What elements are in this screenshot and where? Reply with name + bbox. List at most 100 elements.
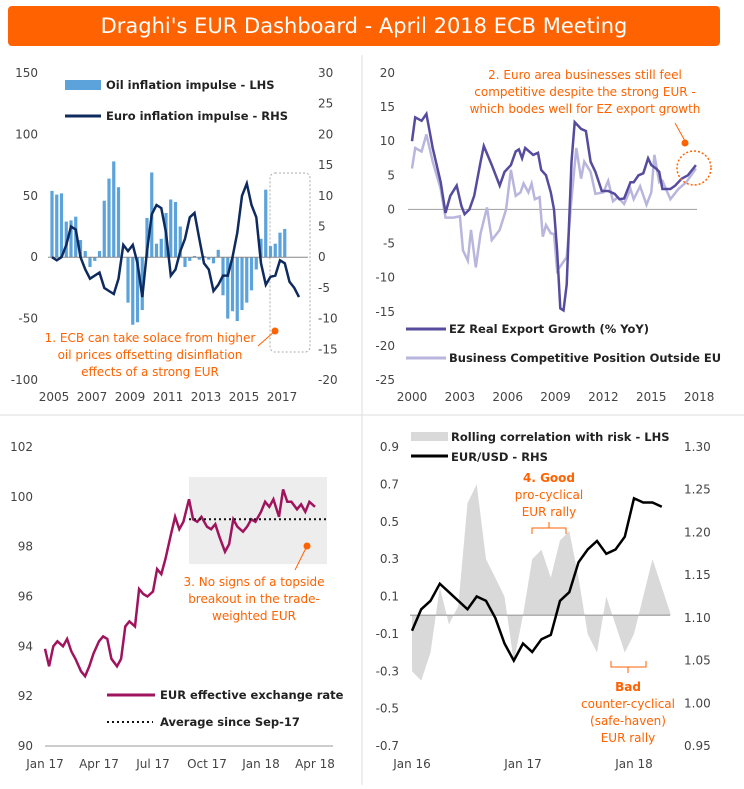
annotation-text: weighted EUR [212, 609, 296, 623]
x-tick-label: 2007 [77, 390, 108, 404]
oil-bar [159, 238, 163, 258]
y-tick-label-right: -15 [318, 342, 338, 356]
y-tick-label-right: 0.95 [684, 739, 711, 753]
y-tick-label: 90 [18, 739, 33, 753]
legend-label-eer: EUR effective exchange rate [160, 688, 344, 702]
legend-label-average: Average since Sep-17 [160, 715, 300, 729]
y-tick-label-right: 10 [318, 189, 333, 203]
annotation-text: 3. No signs of a topside [183, 575, 324, 589]
highlight-range-box [189, 476, 327, 565]
annotation-pointer [674, 122, 686, 142]
y-tick-label-right: -5 [318, 281, 330, 295]
y-tick-label-right: 1.25 [684, 483, 711, 497]
oil-bar [278, 232, 282, 258]
annotation-text: 1. ECB can take solace from higher [45, 331, 256, 345]
y-tick-label: 102 [10, 440, 33, 454]
y-tick-label-right: -20 [318, 373, 338, 387]
oil-bar [126, 257, 130, 303]
x-tick-label: 2009 [540, 390, 571, 404]
y-tick-label-left: -0.3 [376, 664, 399, 678]
annotation-pointer [294, 545, 308, 571]
x-tick-label: Oct 17 [187, 757, 227, 771]
good-bracket [531, 522, 567, 534]
oil-bar [169, 199, 173, 258]
oil-bar [240, 257, 244, 311]
oil-bar [88, 257, 92, 268]
annotation-bad-text: EUR rally [601, 731, 656, 745]
y-tick-label-right: 0 [318, 250, 326, 264]
oil-bar [249, 257, 254, 291]
oil-bar [202, 255, 206, 258]
oil-bar [245, 257, 249, 303]
oil-bar [83, 251, 87, 258]
oil-bar [259, 238, 263, 258]
oil-bar [283, 228, 287, 258]
annotation-pointer [257, 330, 276, 347]
x-tick-label: Jan 18 [614, 757, 653, 771]
highlight-circle [676, 150, 712, 186]
legend-swatch-correlation [411, 432, 448, 441]
oil-bar [93, 257, 97, 261]
annotation-bad-text: (safe-haven) [590, 714, 666, 728]
oil-bar [264, 189, 268, 258]
eer-line [43, 488, 316, 679]
oil-bar [226, 257, 230, 319]
y-tick-label-left: 150 [15, 66, 38, 80]
oil-bar [78, 240, 83, 258]
annotation-bad-text: counter-cyclical [581, 697, 675, 711]
oil-bar [131, 257, 135, 325]
y-tick-label: -20 [375, 339, 395, 353]
x-tick-label: 2017 [267, 390, 298, 404]
y-tick-label: 5 [387, 168, 395, 182]
legend-label-oil: Oil inflation impulse - LHS [106, 78, 275, 92]
annotation-text: competitive despite the strong EUR - [474, 85, 695, 99]
oil-bar [197, 257, 201, 260]
x-tick-label: Jan 17 [25, 757, 64, 771]
euro-inflation-line [51, 179, 301, 298]
x-tick-label: Jul 17 [135, 757, 170, 771]
chart-inflation-impulse: 150100500-50-100302520151050-5-10-15-202… [11, 66, 338, 404]
legend-label-eurusd: EUR/USD - RHS [451, 450, 548, 464]
y-tick-label: 100 [10, 490, 33, 504]
export-growth-line [410, 110, 697, 313]
legend-swatch-oil [65, 80, 101, 90]
eurusd-line [410, 496, 663, 664]
y-tick-label-right: 20 [318, 127, 333, 141]
oil-bar [107, 178, 111, 258]
y-tick-label-left: 0 [30, 250, 38, 264]
oil-bar [74, 216, 78, 258]
y-tick-label: 98 [18, 540, 33, 554]
x-tick-label: Jan 16 [392, 757, 431, 771]
annotation-text: breakout in the trade- [188, 592, 320, 606]
legend-label-competitive: Business Competitive Position Outside EU [449, 351, 721, 365]
oil-bar [183, 257, 187, 268]
x-tick-label: Jan 18 [241, 757, 280, 771]
bad-bracket [610, 661, 647, 673]
y-tick-label-right: 1.10 [684, 611, 711, 625]
y-tick-label: 20 [380, 66, 395, 80]
oil-bar [145, 217, 149, 258]
oil-bar [135, 257, 140, 323]
x-tick-label: 2000 [397, 390, 428, 404]
competitive-position-line [410, 134, 697, 275]
oil-bar [173, 201, 178, 258]
oil-bar [211, 257, 216, 264]
y-tick-label-left: 50 [23, 189, 38, 203]
oil-bar [55, 194, 59, 258]
x-tick-label: 2005 [39, 390, 70, 404]
oil-bar [207, 257, 211, 260]
x-tick-label: 2015 [636, 390, 667, 404]
annotation-text: 2. Euro area businesses still feel [488, 68, 682, 82]
legend-label-euro: Euro inflation impulse - RHS [106, 109, 288, 123]
legend-label-correlation: Rolling correlation with risk - LHS [451, 430, 669, 444]
oil-bar [235, 257, 239, 322]
oil-bar [178, 226, 182, 258]
annotation-text: which bodes well for EZ export growth [470, 102, 701, 116]
highlight-box [269, 172, 311, 353]
x-tick-label: 2009 [115, 390, 146, 404]
annotation-dot [303, 542, 311, 550]
x-tick-label: Jan 17 [503, 757, 542, 771]
x-tick-label: Apr 17 [79, 757, 119, 771]
